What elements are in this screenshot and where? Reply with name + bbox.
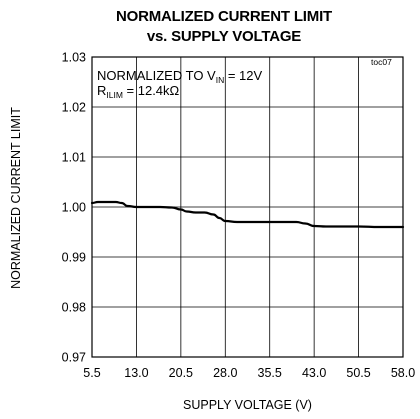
- annotation-line2-prefix: R: [97, 83, 107, 98]
- y-axis-label: NORMALIZED CURRENT LIMIT: [9, 107, 23, 289]
- x-tick-label: 5.5: [83, 366, 100, 380]
- x-tick-labels: 5.5 13.0 20.5 28.0 35.5 43.0 50.5 58.0: [83, 366, 415, 380]
- annotation-line1-suffix: = 12V: [224, 68, 263, 83]
- x-tick-label: 35.5: [258, 366, 282, 380]
- y-tick-label: 1.00: [62, 201, 86, 215]
- y-tick-labels: 0.97 0.98 0.99 1.00 1.01 1.02 1.03: [62, 51, 86, 365]
- annotation-line1-subscript: IN: [215, 75, 225, 85]
- y-tick-label: 1.01: [62, 151, 86, 165]
- y-tick-label: 0.99: [62, 251, 86, 265]
- y-tick-label: 0.97: [62, 351, 86, 365]
- annotation-line2-subscript: ILIM: [106, 90, 123, 100]
- y-tick-label: 1.03: [62, 51, 86, 65]
- data-series: [90, 200, 405, 229]
- annotation-line2-suffix: = 12.4kΩ: [122, 83, 180, 98]
- plot-frame: [91, 56, 404, 358]
- annotation-normalization: NORMALIZED TO VIN = 12V: [97, 69, 262, 85]
- x-tick-label: 58.0: [391, 366, 415, 380]
- x-axis-label: SUPPLY VOLTAGE (V): [183, 398, 312, 412]
- chart-title-line1: NORMALIZED CURRENT LIMIT: [115, 8, 332, 25]
- x-tick-label: 43.0: [302, 366, 326, 380]
- x-tick-label: 13.0: [124, 366, 148, 380]
- annotation-resistor: RILIM = 12.4kΩ: [97, 84, 179, 100]
- y-tick-label: 0.98: [62, 301, 86, 315]
- annotation-line1-prefix: NORMALIZED TO V: [97, 68, 216, 83]
- x-tick-label: 20.5: [169, 366, 193, 380]
- figure-tag: toc07: [371, 57, 392, 67]
- x-tick-label: 50.5: [346, 366, 370, 380]
- grid-lines: [92, 57, 403, 357]
- chart-title-line2: vs. SUPPLY VOLTAGE: [146, 28, 302, 45]
- y-tick-label: 1.02: [62, 101, 86, 115]
- series-line: [90, 200, 405, 229]
- x-tick-label: 28.0: [213, 366, 237, 380]
